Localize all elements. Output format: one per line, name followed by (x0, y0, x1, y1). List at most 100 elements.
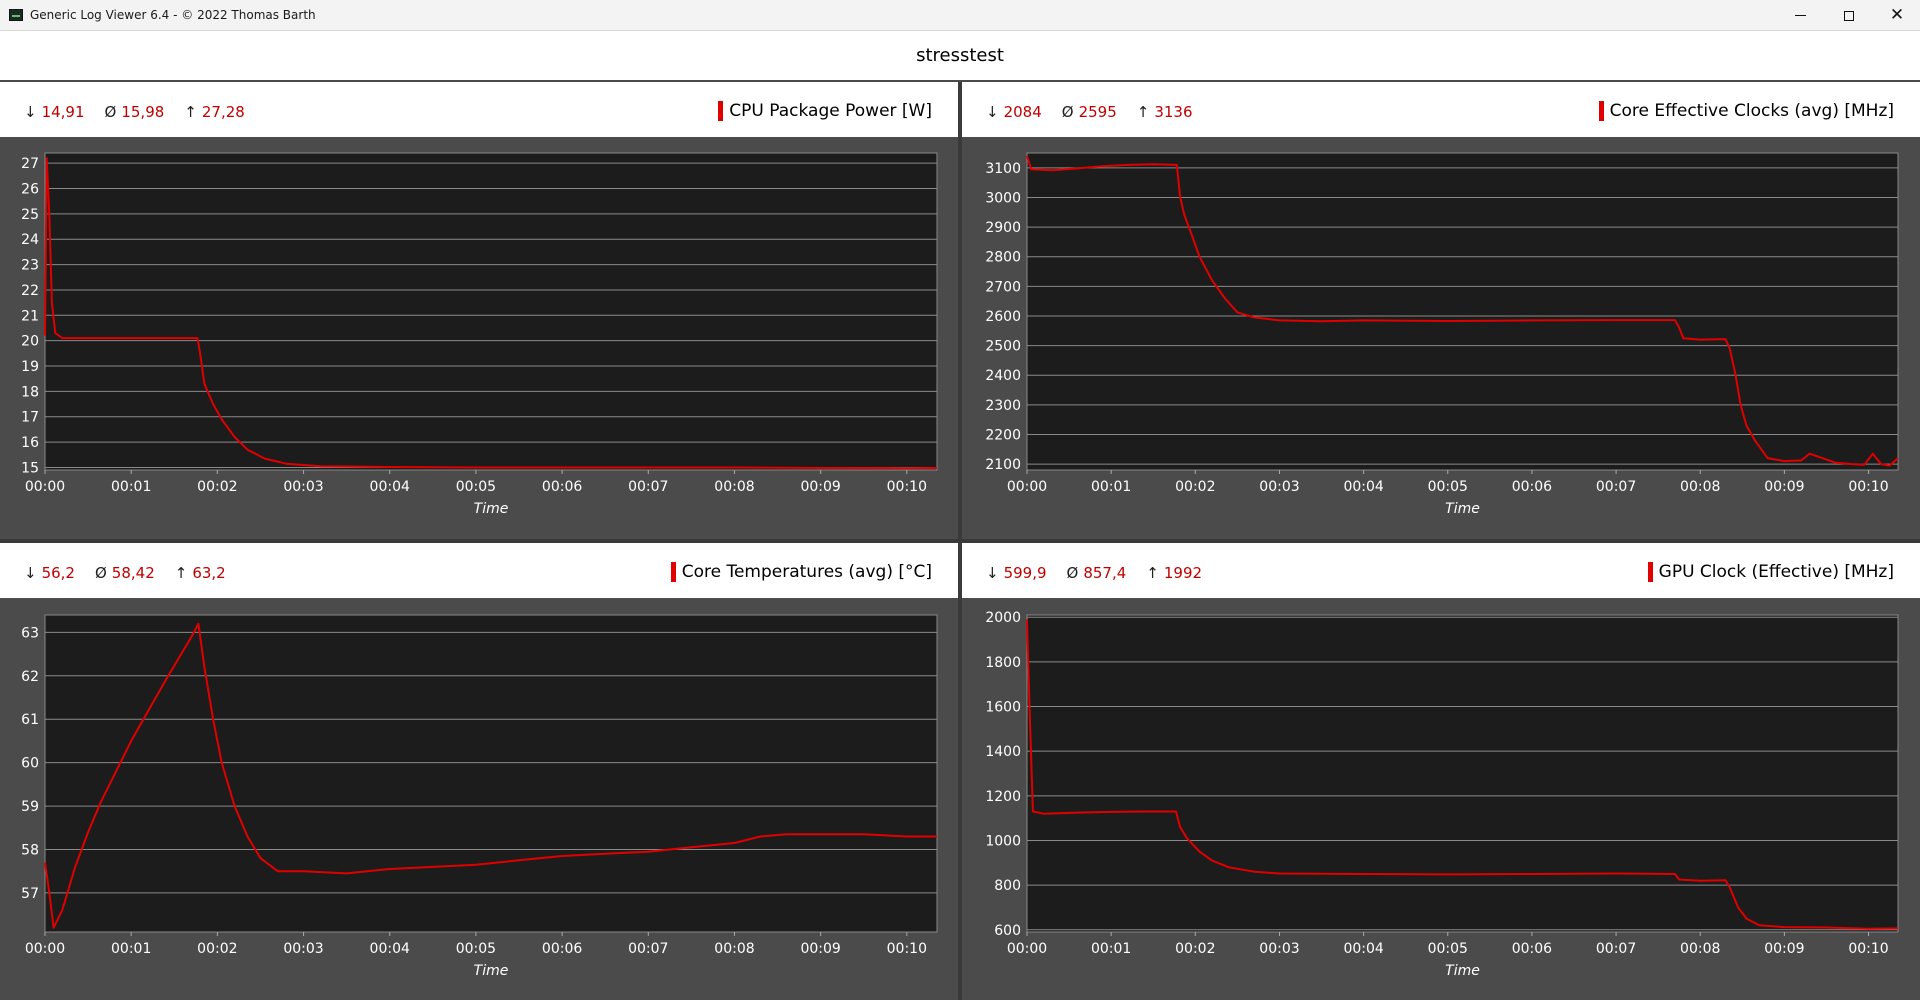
stat-avg-value: 2595 (1078, 103, 1117, 121)
chart-legend[interactable]: Core Effective Clocks (avg) [MHz] (1598, 101, 1894, 121)
stat-min: ↓ 2084 (986, 103, 1042, 121)
legend-swatch (670, 562, 676, 582)
stat-avg: Ø 58,42 (95, 564, 155, 582)
x-tick-label: 00:01 (1091, 479, 1131, 495)
x-tick-label: 00:09 (1764, 479, 1804, 495)
x-tick-label: 00:07 (628, 479, 668, 495)
legend-swatch (1647, 562, 1653, 582)
chart-legend[interactable]: CPU Package Power [W] (718, 101, 932, 121)
chart-plot[interactable]: 15 16 17 18 19 20 21 22 23 24 25 26 27 00:00 00:01 00:0… (0, 137, 958, 539)
arrow-down-icon: ↓ (986, 564, 999, 582)
x-tick-label: 00:06 (542, 941, 582, 957)
stat-max-value: 63,2 (192, 564, 226, 582)
x-tick-label: 00:03 (283, 941, 323, 957)
x-tick-label: 00:05 (1428, 941, 1468, 957)
chart-plot[interactable]: 57 58 59 60 61 62 63 00:00 00:01 00:02 00:03 00:04 0… (0, 598, 958, 1000)
y-tick-label: 1600 (985, 700, 1021, 716)
app-icon (9, 9, 23, 21)
x-axis-title: Time (474, 501, 509, 517)
y-tick-label: 27 (21, 156, 39, 172)
y-tick-label: 1200 (985, 789, 1021, 805)
close-button[interactable]: ✕ (1874, 0, 1920, 31)
y-tick-label: 58 (21, 842, 39, 858)
chart-panel-core-clocks[interactable]: ↓ 2084 Ø 2595 ↑ 3136 Core Effective Clocks … (962, 82, 1920, 539)
y-tick-label: 21 (21, 308, 39, 324)
x-tick-label: 00:03 (283, 479, 323, 495)
x-tick-label: 00:08 (714, 941, 754, 957)
y-tick-label: 800 (994, 878, 1021, 894)
x-tick-label: 00:10 (887, 479, 927, 495)
chart-plot[interactable]: 2100 2200 2300 2400 2500 2600 2700 2800 2900 3000… (962, 137, 1920, 539)
stat-min: ↓ 599,9 (986, 564, 1047, 582)
x-tick-label: 00:10 (1848, 479, 1888, 495)
stat-avg-value: 58,42 (111, 564, 155, 582)
chart-grid: ↓ 14,91 Ø 15,98 ↑ 27,28 CPU Package Power [… (0, 82, 1920, 1000)
chart-panel-gpu-clock[interactable]: ↓ 599,9 Ø 857,4 ↑ 1992 GPU Clock (Effective… (962, 543, 1920, 1000)
x-tick-label: 00:06 (542, 479, 582, 495)
chart-panel-core-temps[interactable]: ↓ 56,2 Ø 58,42 ↑ 63,2 Core Temperatures (av… (0, 543, 958, 1000)
stat-min-value: 599,9 (1003, 564, 1047, 582)
chart-stats: ↓ 599,9 Ø 857,4 ↑ 1992 (986, 564, 1202, 582)
y-tick-label: 15 (21, 460, 39, 476)
x-tick-label: 00:10 (887, 941, 927, 957)
chart-title: CPU Package Power [W] (729, 101, 932, 121)
chart-legend[interactable]: Core Temperatures (avg) [°C] (670, 562, 932, 582)
series-line (44, 622, 937, 929)
plot-area (1026, 614, 1899, 933)
x-tick-label: 00:00 (1007, 941, 1047, 957)
y-tick-label: 2400 (985, 368, 1021, 384)
stat-max: ↑ 3136 (1137, 103, 1193, 121)
close-icon: ✕ (1889, 5, 1905, 25)
y-tick-label: 3000 (985, 190, 1021, 206)
chart-plot[interactable]: 600 800 1000 1200 1400 1600 1800 2000 00:00 00:01… (962, 598, 1920, 1000)
y-tick-label: 2200 (985, 427, 1021, 443)
chart-header: ↓ 2084 Ø 2595 ↑ 3136 Core Effective Clocks … (962, 82, 1920, 137)
stat-avg: Ø 15,98 (105, 103, 165, 121)
arrow-up-icon: ↑ (184, 103, 197, 121)
chart-legend[interactable]: GPU Clock (Effective) [MHz] (1647, 562, 1894, 582)
y-tick-label: 59 (21, 799, 39, 815)
x-tick-label: 00:07 (628, 941, 668, 957)
y-tick-label: 2600 (985, 309, 1021, 325)
y-tick-label: 2900 (985, 220, 1021, 236)
x-tick-label: 00:08 (1680, 941, 1720, 957)
stat-max: ↑ 63,2 (175, 564, 226, 582)
average-icon: Ø (1066, 564, 1079, 582)
y-tick-label: 17 (21, 410, 39, 426)
average-icon: Ø (104, 103, 117, 121)
stat-max: ↑ 1992 (1146, 564, 1202, 582)
chart-panel-cpu-power[interactable]: ↓ 14,91 Ø 15,98 ↑ 27,28 CPU Package Power [… (0, 82, 958, 539)
y-tick-label: 1400 (985, 744, 1021, 760)
x-tick-label: 00:04 (370, 479, 410, 495)
y-tick-label: 57 (21, 886, 39, 902)
legend-swatch (718, 101, 724, 121)
stat-min-value: 2084 (1003, 103, 1042, 121)
x-tick-label: 00:00 (25, 941, 65, 957)
y-tick-label: 61 (21, 712, 39, 728)
stat-avg-value: 15,98 (121, 103, 165, 121)
x-axis-title: Time (474, 963, 509, 979)
chart-title: Core Effective Clocks (avg) [MHz] (1609, 101, 1894, 121)
minimize-button[interactable] (1777, 0, 1823, 31)
maximize-icon (1844, 10, 1854, 21)
x-tick-label: 00:03 (1259, 479, 1299, 495)
stat-min-value: 14,91 (41, 103, 85, 121)
chart-header: ↓ 599,9 Ø 857,4 ↑ 1992 GPU Clock (Effective… (962, 543, 1920, 598)
x-tick-label: 00:08 (1680, 479, 1720, 495)
y-tick-label: 22 (21, 283, 39, 299)
stat-min: ↓ 56,2 (24, 564, 75, 582)
x-tick-label: 00:09 (800, 941, 840, 957)
x-tick-label: 00:02 (197, 479, 237, 495)
x-tick-label: 00:09 (800, 479, 840, 495)
x-tick-label: 00:01 (111, 479, 151, 495)
y-tick-label: 2300 (985, 398, 1021, 414)
maximize-button[interactable] (1826, 0, 1872, 31)
window-titlebar[interactable]: Generic Log Viewer 6.4 - © 2022 Thomas B… (0, 0, 1920, 31)
x-tick-label: 00:04 (1343, 479, 1383, 495)
x-tick-label: 00:00 (1007, 479, 1047, 495)
chart-stats: ↓ 2084 Ø 2595 ↑ 3136 (986, 103, 1193, 121)
x-tick-label: 00:01 (111, 941, 151, 957)
window-title: Generic Log Viewer 6.4 - © 2022 Thomas B… (30, 8, 316, 22)
chart-stats: ↓ 56,2 Ø 58,42 ↑ 63,2 (24, 564, 226, 582)
stat-max: ↑ 27,28 (184, 103, 245, 121)
